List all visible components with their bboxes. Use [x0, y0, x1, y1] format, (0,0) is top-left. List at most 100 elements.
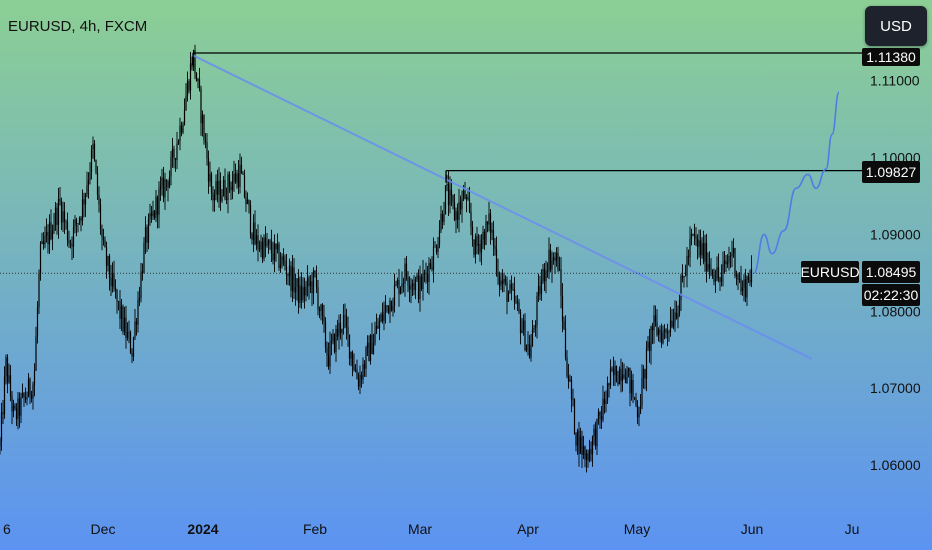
candle-body — [509, 284, 511, 294]
candle-body — [254, 222, 256, 245]
candle-body — [230, 186, 232, 191]
candle-body — [389, 300, 391, 313]
candle-body — [708, 264, 711, 269]
candle-body — [371, 334, 373, 354]
candle-body — [720, 272, 723, 282]
candle-body — [428, 263, 430, 282]
candle-body — [336, 329, 339, 337]
candle-body — [332, 334, 334, 342]
candle-body — [614, 366, 616, 376]
candle-body — [215, 181, 217, 195]
candle-body — [696, 238, 699, 247]
candle-body — [674, 312, 676, 322]
candle-body — [369, 334, 372, 361]
candle-body — [272, 253, 274, 261]
candle-body — [273, 243, 276, 261]
candle-body — [620, 368, 622, 381]
trendline[interactable] — [192, 54, 813, 360]
candle-body — [123, 317, 126, 332]
candle-body — [524, 320, 526, 351]
level-price-label-text: 1.09827 — [866, 164, 917, 180]
candle-body — [149, 213, 151, 220]
candle-body — [437, 244, 439, 253]
symbol-label-bg — [801, 261, 859, 283]
candle-body — [258, 248, 261, 250]
candle-body — [204, 139, 207, 143]
candle-body — [591, 436, 594, 455]
candle-body — [125, 317, 127, 338]
candle-body — [303, 287, 306, 296]
candle-body — [629, 367, 631, 394]
candle-body — [608, 383, 610, 386]
candle-body — [47, 232, 49, 245]
candle-body — [510, 284, 513, 289]
projection-path[interactable] — [753, 91, 840, 274]
candle-body — [584, 446, 586, 460]
candle-body — [492, 229, 495, 246]
candle-body — [443, 214, 445, 222]
candle-body — [411, 283, 414, 286]
candle-body — [516, 301, 519, 303]
price-axis-tick: 1.09000 — [870, 226, 921, 242]
candle-body — [680, 276, 682, 300]
candle-body — [563, 321, 565, 329]
candle-body — [194, 50, 196, 74]
candle-body — [590, 449, 592, 455]
candle-body — [507, 293, 510, 302]
candle-body — [587, 453, 589, 461]
candle-body — [87, 180, 90, 186]
candle-body — [177, 141, 180, 144]
candle-body — [219, 180, 222, 202]
candle-body — [482, 231, 484, 240]
drawings-layer — [0, 52, 862, 360]
candle-body — [53, 224, 55, 231]
candle-body — [365, 348, 367, 369]
candle-body — [240, 164, 243, 174]
candle-body — [576, 430, 579, 446]
candle-body — [48, 222, 51, 245]
candle-body — [414, 279, 417, 290]
candle-body — [476, 236, 478, 246]
candle-body — [578, 430, 580, 455]
candle-body — [518, 302, 520, 313]
candle-body — [717, 267, 720, 278]
candle-body — [62, 211, 64, 223]
candle-body — [441, 214, 444, 222]
candle-body — [464, 190, 466, 199]
candle-body — [461, 198, 463, 210]
candle-body — [603, 398, 606, 404]
candle-body — [671, 320, 673, 327]
candle-body — [449, 189, 451, 206]
candle-body — [77, 223, 79, 225]
candle-body — [131, 352, 133, 357]
candle-body — [147, 219, 150, 243]
candle-body — [624, 377, 627, 384]
candle-body — [51, 230, 54, 240]
candle-body — [666, 332, 669, 334]
candle-body — [158, 189, 160, 215]
candle-body — [606, 383, 609, 402]
candle-body — [567, 376, 570, 382]
candle-body — [605, 401, 607, 404]
candle-body — [267, 240, 270, 245]
currency-button[interactable]: USD — [865, 6, 927, 46]
candle-body — [300, 285, 303, 300]
candle-body — [63, 211, 66, 222]
candle-body — [150, 213, 153, 216]
candle-body — [501, 280, 504, 284]
candle-body — [644, 369, 646, 379]
candle-body — [747, 276, 750, 281]
candle-body — [455, 211, 457, 221]
candle-body — [383, 311, 385, 322]
candle-body — [311, 281, 313, 294]
candle-body — [155, 196, 157, 218]
candle-body — [50, 222, 52, 240]
candle-body — [429, 263, 432, 268]
candle-body — [471, 227, 474, 240]
candle-body — [467, 197, 469, 200]
candle-body — [56, 207, 58, 225]
candle-body — [686, 256, 688, 276]
candle-body — [558, 269, 561, 271]
candle-body — [32, 384, 34, 399]
